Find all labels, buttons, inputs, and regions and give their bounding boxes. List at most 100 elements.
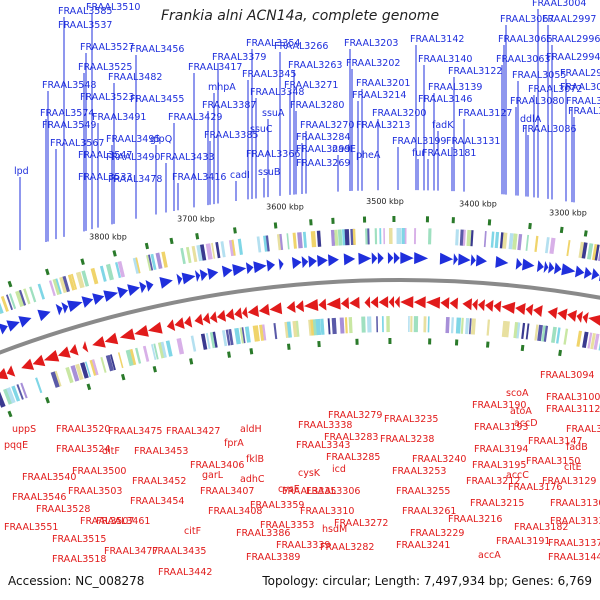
forward-gene-label: FRAAL3366 [246, 149, 300, 160]
feature-segment [587, 332, 593, 349]
forward-gene-label: FRAAL3203 [344, 38, 398, 49]
feature-segment [581, 242, 588, 259]
gene-arrow [493, 300, 502, 313]
reverse-gene-label: pqqE [4, 440, 28, 451]
forward-gene-label: FRAAL3066 [498, 34, 552, 45]
gene-arrow [253, 261, 267, 274]
feature-segment [91, 359, 99, 376]
feature-segment [512, 233, 518, 250]
forward-gene-label: FRAAL3490 [106, 152, 160, 163]
genome-rings [0, 216, 600, 418]
feature-segment [386, 316, 390, 333]
reverse-gene-label: FRAAL3477 [104, 546, 158, 557]
gene-arrow [21, 358, 35, 370]
feature-segment [259, 324, 265, 341]
feature-segment [215, 241, 221, 259]
tick-mark [152, 365, 157, 373]
reverse-gene-label: FRAAL3113 [566, 424, 600, 435]
forward-gene-label: FRAAL3266 [274, 41, 328, 52]
forward-gene-label: FRAAL3379 [212, 52, 266, 63]
gene-arrow [194, 313, 204, 326]
gene-arrow [117, 286, 129, 299]
feature-segment [566, 239, 571, 257]
reverse-gene-label: FRAAL3427 [166, 426, 220, 437]
reverse-gene-label: FRAAL3338 [298, 420, 352, 431]
reverse-gene-label: FRAAL3190 [472, 400, 526, 411]
gene-arrow [139, 281, 147, 294]
forward-gene-label: FRAAL3491 [92, 112, 146, 123]
feature-segment [23, 288, 31, 305]
feature-segment [344, 317, 348, 334]
gene-arrow [209, 311, 218, 324]
feature-segment [466, 229, 472, 247]
reverse-gene-label: FRAAL3540 [22, 472, 76, 483]
feature-segment [521, 322, 526, 340]
feature-segment [401, 228, 406, 245]
forward-gene-label: FRAAL3139 [428, 82, 482, 93]
gene-arrow [591, 268, 600, 280]
reverse-gene-label: adhC [240, 474, 265, 485]
forward-gene-label: FRAAL3067 [500, 14, 554, 25]
tick-mark [189, 358, 194, 365]
reverse-gene-label: FRAAL3238 [380, 434, 434, 445]
reverse-gene-label: FRAAL3359 [250, 500, 304, 511]
forward-gene-label: FRAAL3146 [418, 94, 472, 105]
kbp-scale-labels: 3800 kbp 3700 kbp 3600 kbp 3500 kbp 3400 kbp… [89, 197, 587, 242]
gene-arrow [364, 296, 371, 309]
reverse-gene-label: FRAAL3551 [4, 522, 58, 533]
feature-segment [576, 330, 583, 347]
feature-segment [148, 254, 154, 271]
gene-arrow [477, 299, 485, 312]
genome-backbone [0, 278, 600, 355]
feature-segment [241, 327, 246, 344]
feature-segment [200, 333, 208, 350]
feature-segment [590, 333, 596, 350]
gene-arrow [458, 253, 471, 266]
forward-strand-track [0, 252, 429, 335]
forward-gene-label: FRAAL3140 [418, 54, 472, 65]
reverse-gene-label: FRAAL3339 [276, 540, 330, 551]
tick-mark [120, 373, 126, 381]
gene-arrow [194, 270, 201, 282]
feature-segment [381, 316, 384, 333]
forward-gene-label: FRAAL3280 [290, 100, 344, 111]
gene-arrow [439, 252, 454, 265]
forward-gene-label: ssuB [258, 167, 280, 178]
feature-segment [586, 243, 594, 260]
gene-arrow [326, 297, 341, 310]
feature-segment [65, 366, 74, 384]
gene-arrow [495, 255, 509, 268]
feature-segment [151, 344, 157, 361]
gene-arrow [378, 296, 389, 309]
feature-segment [256, 236, 262, 253]
feature-segment [263, 235, 269, 252]
gene-arrow [557, 308, 568, 321]
gene-arrow [57, 346, 71, 358]
feature-segment [544, 237, 550, 254]
feature-segment [54, 370, 62, 387]
feature-segment [396, 228, 402, 245]
tick-mark [80, 258, 85, 265]
reverse-gene-label: FRAAL3407 [200, 486, 254, 497]
feature-segment [302, 231, 307, 248]
gene-arrow [258, 303, 270, 316]
feature-segment [517, 233, 523, 251]
gene-arrow [269, 302, 283, 315]
feature-segment [37, 283, 46, 300]
feature-segment [200, 244, 207, 261]
forward-gene-label: glpQ [150, 134, 172, 145]
reverse-gene-label: FRAAL3193 [474, 422, 528, 433]
kbp-label: 3500 kbp [366, 197, 404, 206]
forward-gene-label: FRAAL3433 [160, 152, 214, 163]
forward-gene-label: FRAAL3299 [296, 144, 350, 155]
forward-gene-label: FRAAL3417 [188, 62, 242, 73]
feature-segment [468, 318, 472, 335]
gene-arrow [576, 310, 583, 323]
feature-segment [125, 349, 134, 367]
feature-segment [75, 271, 85, 289]
feature-segment [0, 302, 4, 314]
forward-gene-label: FRAAL3574 [40, 108, 94, 119]
feature-segment [117, 261, 125, 278]
gene-arrow [127, 284, 140, 296]
